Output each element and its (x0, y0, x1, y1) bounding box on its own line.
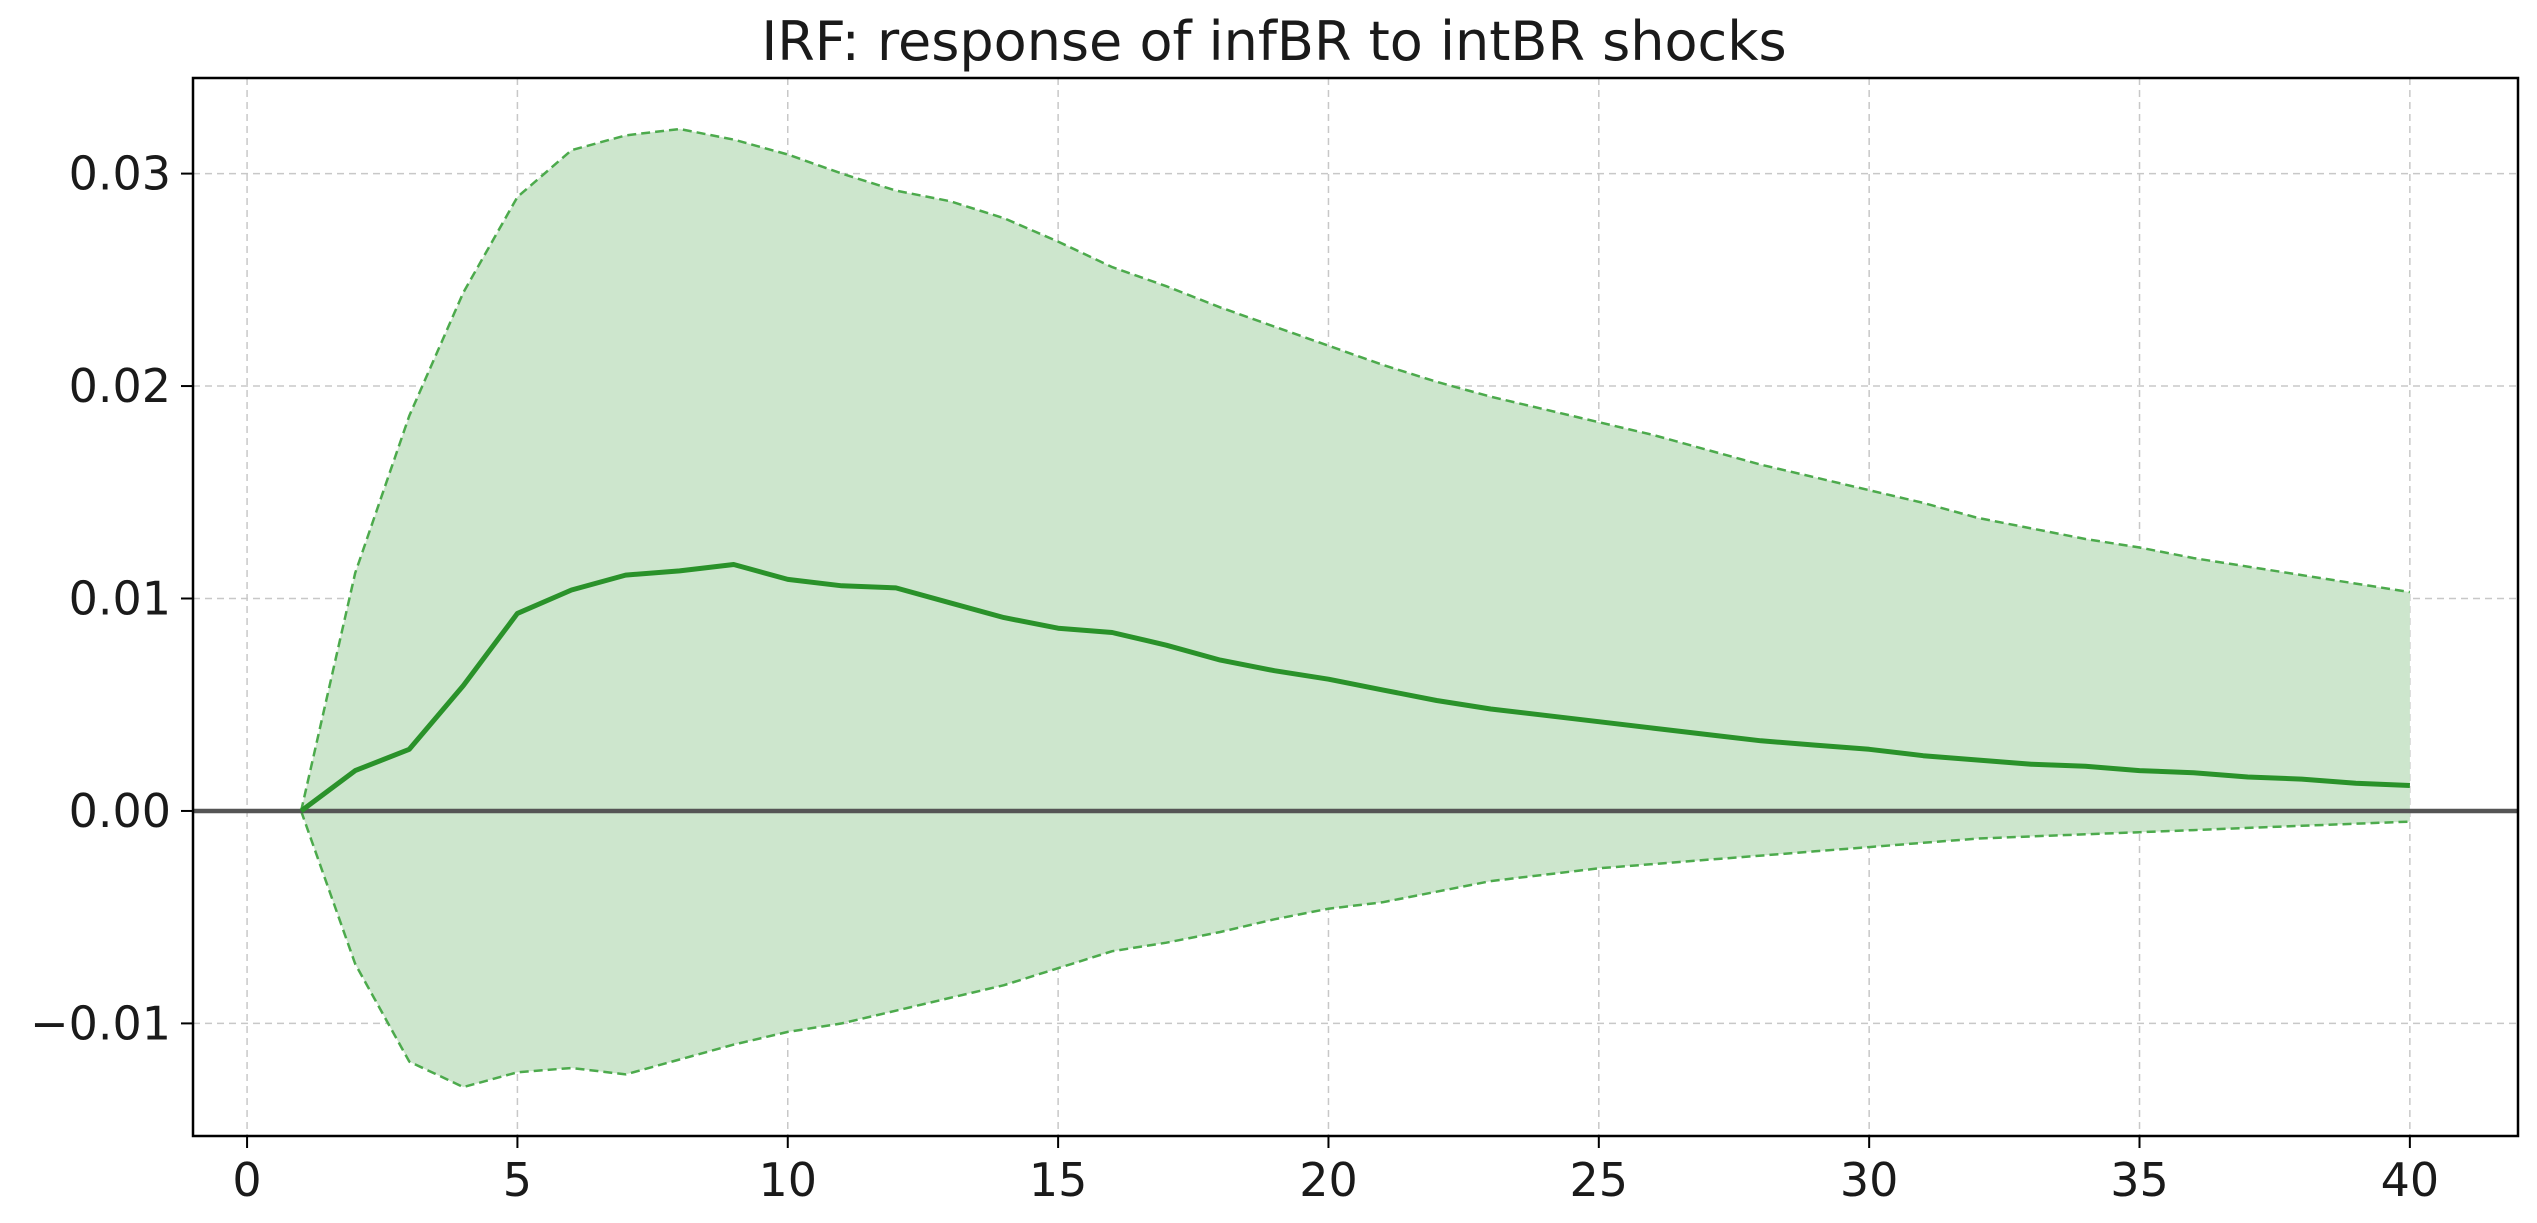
x-tick-label: 10 (758, 1153, 817, 1207)
response-line (299, 562, 2411, 814)
axes: 0 5 10 15 20 25 30 35 40 −0.01 0.00 0.01 0.02 0.03 (30, 147, 2439, 1207)
x-tick-label: 35 (2110, 1153, 2169, 1207)
band-fill (301, 129, 2410, 1088)
x-tick-label: 0 (232, 1153, 261, 1207)
plot-frame (191, 76, 2520, 1138)
y-tick-label: 0.00 (69, 784, 171, 838)
x-tick-label: 20 (1299, 1153, 1358, 1207)
upper-band-line (299, 127, 2411, 812)
chart-title: IRF: response of infBR to intBR shocks (761, 10, 1786, 73)
x-tick-label: 5 (503, 1153, 532, 1207)
y-tick-label: 0.02 (69, 359, 171, 413)
response-line-layer (299, 562, 2411, 814)
x-tick-label: 40 (2381, 1153, 2440, 1207)
confidence-band (299, 127, 2411, 1089)
x-tick-label: 25 (1570, 1153, 1629, 1207)
y-tick-label: −0.01 (30, 996, 171, 1050)
x-tick-label: 15 (1029, 1153, 1088, 1207)
x-tick-label: 30 (1840, 1153, 1899, 1207)
lower-band-line (299, 810, 2410, 1089)
y-tick-label: 0.03 (69, 147, 171, 201)
y-tick-label: 0.01 (69, 572, 171, 626)
